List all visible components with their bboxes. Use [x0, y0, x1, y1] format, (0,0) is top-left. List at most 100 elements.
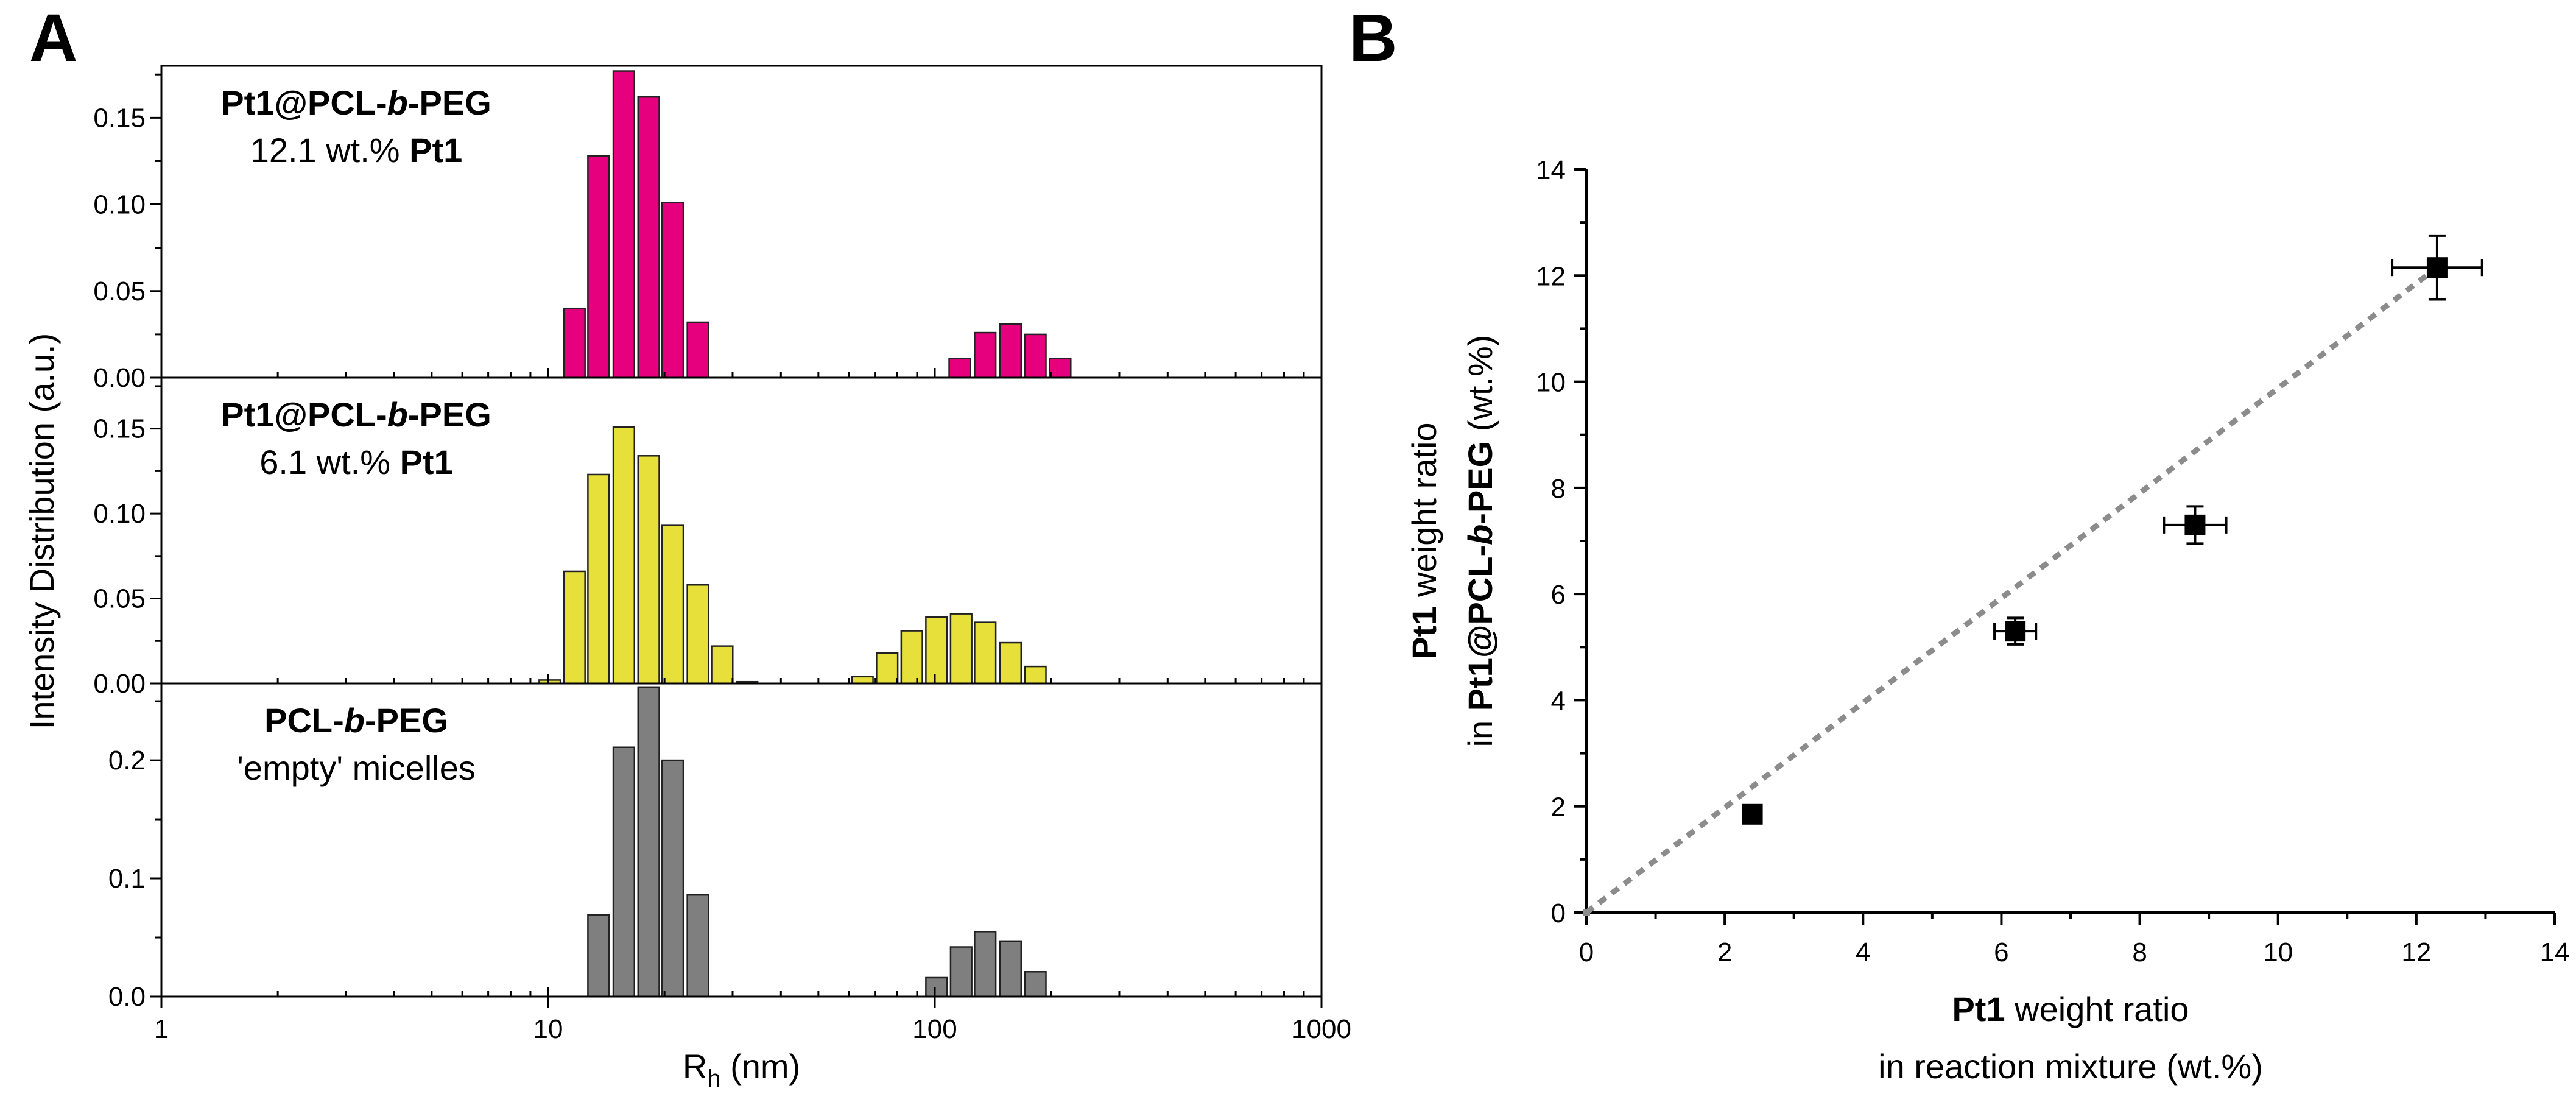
bar-3-9: [999, 940, 1022, 998]
point-marker: [2426, 257, 2448, 278]
x-axis-title-line1-part-1: weight ratio: [2005, 990, 2189, 1028]
bar-2-15: [974, 621, 997, 685]
y-tick-label: 0.15: [93, 414, 146, 444]
subplot-sublabel-2-part-0: 6.1 wt.%: [259, 443, 399, 481]
x-tick-label: 1: [154, 1014, 169, 1044]
subplot-label-2-part-1: b: [387, 395, 408, 434]
subplot-1: 0.00 0.05 0.10 0.15 Pt1@PCL-b-PEG 12.1 wt.% P…: [93, 65, 1323, 393]
subplot-label-1-part-1: b: [387, 83, 408, 122]
bar-2-6: [661, 524, 684, 685]
y-tick-label: 14: [1536, 155, 1566, 185]
bar-3-5: [686, 894, 709, 998]
point-marker: [1742, 803, 1763, 825]
y-axis-title-line2-part-1: Pt1@PCL-: [1461, 545, 1499, 711]
y-tick-label: 0: [1551, 898, 1566, 928]
bar-2-14: [949, 613, 973, 685]
x-axis-title-main: R: [683, 1047, 707, 1086]
x-axis-title-line1: Pt1 weight ratio: [1952, 990, 2189, 1028]
subplot-frame: [160, 682, 1323, 998]
subplot-label-3-part-0: PCL-: [264, 701, 344, 740]
bar-2-10: [851, 676, 874, 685]
bar-3-3: [637, 686, 660, 998]
subplot-label-3: PCL-b-PEG: [264, 701, 448, 740]
y-tick-label: 0.0: [108, 982, 146, 1012]
x-axis-title-unit: (nm): [721, 1047, 801, 1086]
data-point-4: [2163, 505, 2228, 545]
x-tick-label: 100: [912, 1014, 957, 1044]
data-point-2: [1742, 803, 1763, 825]
y-tick-label: 12: [1536, 261, 1566, 291]
y-axis-title-line2: in Pt1@PCL-b-PEG (wt.%): [1461, 335, 1499, 747]
point-marker: [2005, 621, 2026, 642]
point-marker: [2184, 514, 2206, 535]
bar-2-17: [1024, 665, 1047, 685]
bar-1-11: [1049, 358, 1072, 379]
bar-2-5: [637, 455, 660, 685]
subplot-sublabel-3-part-0: 'empty' micelles: [237, 749, 476, 787]
subplot-sublabel-1: 12.1 wt.% Pt1: [250, 131, 463, 169]
subplot-sublabel-2: 6.1 wt.% Pt1: [259, 443, 452, 481]
data-point-5: [2391, 234, 2483, 301]
x-axis-title-sub: h: [707, 1065, 720, 1092]
y-tick-label: 10: [1536, 368, 1566, 398]
bar-2-7: [686, 584, 709, 685]
y-tick-label: 6: [1551, 580, 1566, 610]
trend-line: [1585, 265, 2439, 915]
y-tick-label: 0.2: [108, 746, 146, 775]
panel-b-label: B: [1349, 1, 1397, 76]
x-axis-title: Rh (nm): [683, 1047, 800, 1092]
x-tick-label: 8: [2132, 937, 2147, 967]
y-tick-label: 2: [1551, 793, 1566, 822]
bar-2-4: [612, 426, 636, 685]
data-point-1: [1583, 909, 1590, 916]
subplot-sublabel-1-part-0: 12.1 wt.%: [250, 131, 409, 169]
x-axis-title-line2-part-0: in reaction mixture (wt.%): [1878, 1047, 2263, 1086]
y-tick-label: 0.1: [108, 864, 146, 894]
bar-2-8: [711, 645, 734, 685]
bar-2-3: [587, 473, 610, 685]
y-axis-title-line2-part-2: b: [1461, 524, 1499, 545]
x-tick-label: 12: [2401, 937, 2431, 967]
bar-3-7: [949, 946, 973, 998]
y-tick-label: 0.10: [93, 190, 146, 220]
bar-3-6: [925, 976, 948, 998]
subplot-label-2-part-2: -PEG: [408, 395, 491, 434]
bar-3-1: [587, 914, 610, 998]
bar-1-6: [686, 321, 709, 379]
subplot-sublabel-3: 'empty' micelles: [237, 749, 476, 787]
panel-b-scatter-chart: 0 2 4 6 8 10 12 14 0 2 4 6 8 10 12 14 Pt1 weight ratio in…: [1405, 155, 2569, 1086]
bar-2-16: [999, 641, 1022, 685]
bar-1-8: [974, 331, 997, 379]
bar-1-3: [612, 70, 636, 379]
y-tick-label: 0.05: [93, 584, 146, 614]
subplot-label-1-part-0: Pt1@PCL-: [221, 83, 387, 122]
y-axis-title-line2-part-4: (wt.%): [1461, 335, 1499, 441]
subplot-label-1-part-2: -PEG: [408, 83, 491, 122]
x-tick-label: 10: [533, 1014, 563, 1044]
y-axis-title-line1-part-0: Pt1: [1405, 606, 1443, 659]
bar-3-4: [661, 759, 684, 998]
subplot-label-3-part-1: b: [344, 701, 365, 740]
bar-3-8: [974, 931, 997, 998]
y-tick-label: 0.10: [93, 499, 146, 529]
bar-1-10: [1024, 333, 1047, 379]
bar-2-2: [563, 570, 586, 685]
subplot-sublabel-1-part-1: Pt1: [409, 131, 462, 169]
x-axis-title-line2: in reaction mixture (wt.%): [1878, 1047, 2263, 1086]
bar-1-5: [661, 202, 684, 379]
subplot-label-2: Pt1@PCL-b-PEG: [221, 395, 491, 434]
bar-3-10: [1024, 971, 1047, 998]
data-point-3: [1993, 616, 2038, 646]
y-axis-title-line1: Pt1 weight ratio: [1405, 422, 1443, 659]
bar-1-4: [637, 96, 660, 379]
y-axis-title-line1-part-1: weight ratio: [1405, 422, 1443, 606]
y-axis-title: Intensity Distribution (a.u.): [23, 333, 61, 729]
y-axis-title-line2-part-3: -PEG: [1461, 441, 1499, 524]
subplot-label-2-part-0: Pt1@PCL-: [221, 395, 387, 434]
bar-2-11: [876, 652, 899, 685]
y-tick-label: 0.00: [93, 363, 146, 393]
bar-2-12: [900, 630, 923, 685]
